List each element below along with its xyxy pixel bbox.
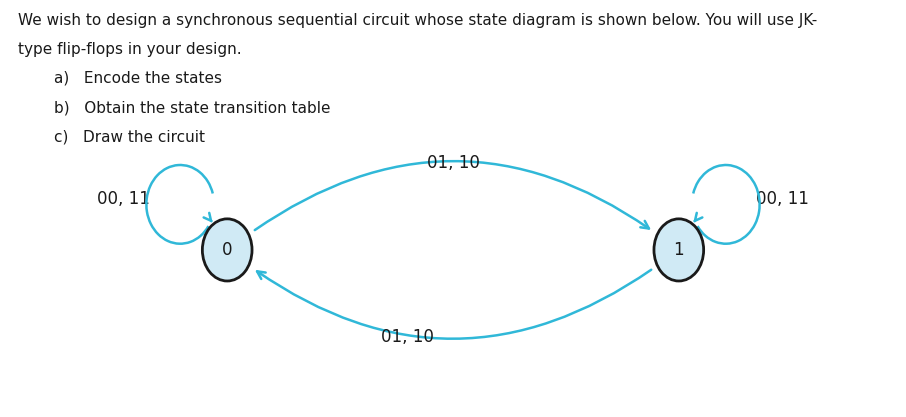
Text: type flip-flops in your design.: type flip-flops in your design.: [18, 42, 242, 57]
Ellipse shape: [202, 219, 252, 281]
Text: a)   Encode the states: a) Encode the states: [54, 71, 222, 86]
Text: c)   Draw the circuit: c) Draw the circuit: [54, 129, 206, 144]
Text: We wish to design a synchronous sequential circuit whose state diagram is shown : We wish to design a synchronous sequenti…: [18, 13, 817, 28]
Text: 1: 1: [673, 241, 684, 259]
Text: 00, 11: 00, 11: [97, 190, 149, 208]
Text: b)   Obtain the state transition table: b) Obtain the state transition table: [54, 100, 331, 115]
Text: 00, 11: 00, 11: [757, 190, 809, 208]
Ellipse shape: [654, 219, 704, 281]
Text: 0: 0: [222, 241, 233, 259]
Text: 01, 10: 01, 10: [427, 154, 479, 172]
Text: 01, 10: 01, 10: [381, 328, 434, 346]
